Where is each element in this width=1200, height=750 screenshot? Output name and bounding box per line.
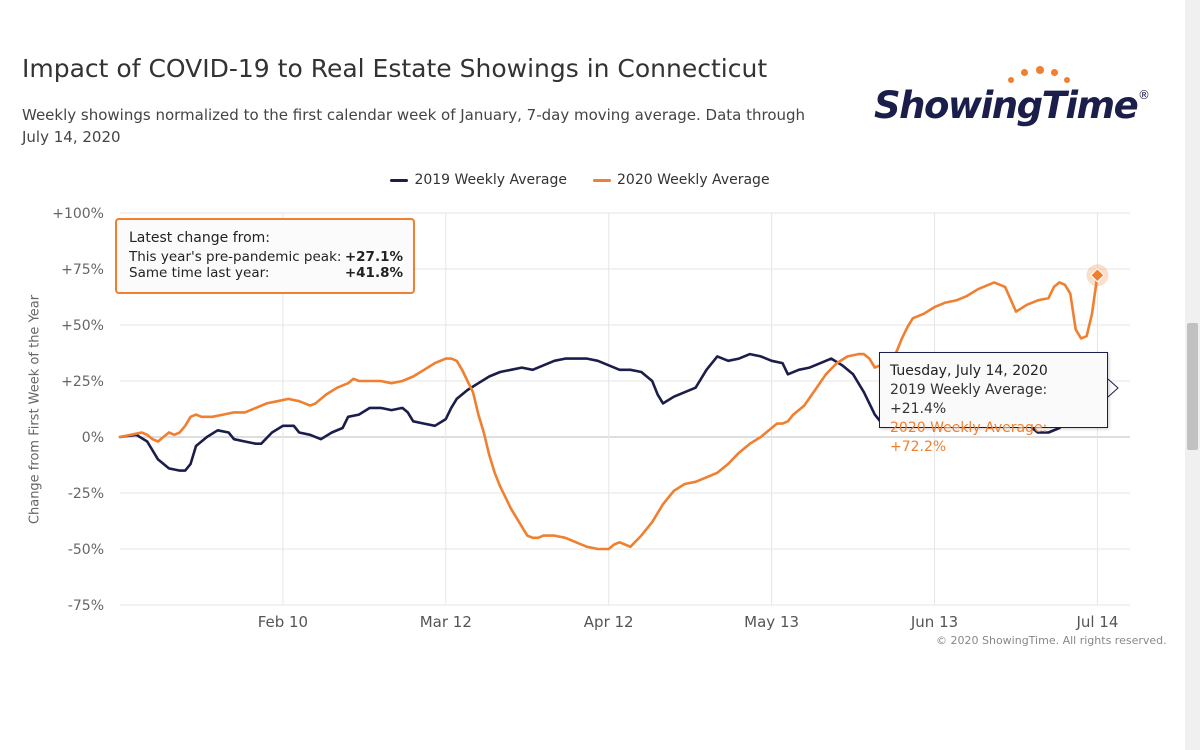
latest-change-box: Latest change from: This year's pre-pand…	[115, 218, 415, 294]
legend-label-2020: 2020 Weekly Average	[617, 172, 770, 188]
latest-change-label: Same time last year:	[129, 265, 270, 281]
latest-change-row: Same time last year: +41.8%	[129, 265, 403, 281]
y-tick-label: -25%	[68, 486, 104, 502]
line-chart[interactable]: +100% +75% +50% +25% 0% -25% -50% -75% Feb 10 Ma…	[0, 0, 1185, 660]
legend-item-2020[interactable]: 2020 Weekly Average	[593, 172, 770, 188]
chart-title: Impact of COVID-19 to Real Estate Showin…	[22, 54, 768, 83]
series-2020-line	[118, 274, 1099, 551]
chart-subtitle: Weekly showings normalized to the first …	[22, 106, 806, 146]
tooltip-2020-value: 2020 Weekly Average: +72.2%	[890, 420, 1048, 455]
y-tick-label: -75%	[68, 598, 104, 614]
scrollbar-thumb[interactable]	[1187, 323, 1198, 450]
latest-change-value: +41.8%	[344, 265, 403, 281]
showingtime-logo[interactable]: ShowingTime ®	[866, 60, 1156, 140]
legend-swatch-2019	[390, 178, 409, 182]
legend-item-2019[interactable]: 2019 Weekly Average	[390, 172, 567, 188]
x-tick-label: Jul 14	[1075, 613, 1118, 631]
logo-dot-icon	[1008, 77, 1014, 83]
latest-change-value: +27.1%	[344, 249, 403, 265]
copyright-credit: © 2020 ShowingTime. All rights reserved.	[936, 634, 1167, 647]
logo-wordmark: ShowingTime	[874, 84, 1139, 127]
x-tick-label: May 13	[744, 613, 799, 631]
y-tick-label: +50%	[61, 318, 104, 334]
x-axis-ticks: Feb 10 Mar 12 Apr 12 May 13 Jun 13 Jul 14	[258, 613, 1119, 631]
registered-icon: ®	[1138, 88, 1150, 102]
x-tick-label: Feb 10	[258, 613, 308, 631]
x-tick-label: Apr 12	[584, 613, 634, 631]
logo-dot-icon	[1064, 77, 1070, 83]
y-tick-label: -50%	[68, 542, 104, 558]
y-tick-label: +100%	[52, 206, 104, 222]
tooltip-pointer	[1107, 378, 1119, 398]
latest-change-heading: Latest change from:	[129, 230, 270, 246]
chart-grid	[120, 212, 1130, 606]
latest-change-row: This year's pre-pandemic peak: +27.1%	[129, 249, 403, 265]
legend-swatch-2020	[593, 178, 611, 182]
logo-dot-icon	[1036, 66, 1044, 74]
x-tick-label: Jun 13	[910, 613, 958, 631]
latest-change-label: This year's pre-pandemic peak:	[129, 249, 342, 265]
logo-dot-icon	[1021, 69, 1028, 76]
marker-2020-latest	[1090, 268, 1105, 283]
legend-label-2019: 2019 Weekly Average	[414, 172, 567, 188]
tooltip-date: Tuesday, July 14, 2020	[890, 363, 1048, 379]
x-tick-label: Mar 12	[420, 613, 472, 631]
logo-dot-icon	[1051, 69, 1058, 76]
y-tick-label: +25%	[61, 374, 104, 390]
y-tick-label: +75%	[61, 262, 104, 278]
y-axis-ticks: +100% +75% +50% +25% 0% -25% -50% -75%	[52, 206, 104, 614]
y-tick-label: 0%	[82, 430, 104, 446]
chart-legend: 2019 Weekly Average 2020 Weekly Average	[0, 172, 1160, 188]
hover-tooltip: Tuesday, July 14, 2020 2019 Weekly Avera…	[879, 352, 1108, 455]
tooltip-2019-value: 2019 Weekly Average: +21.4%	[890, 382, 1048, 417]
